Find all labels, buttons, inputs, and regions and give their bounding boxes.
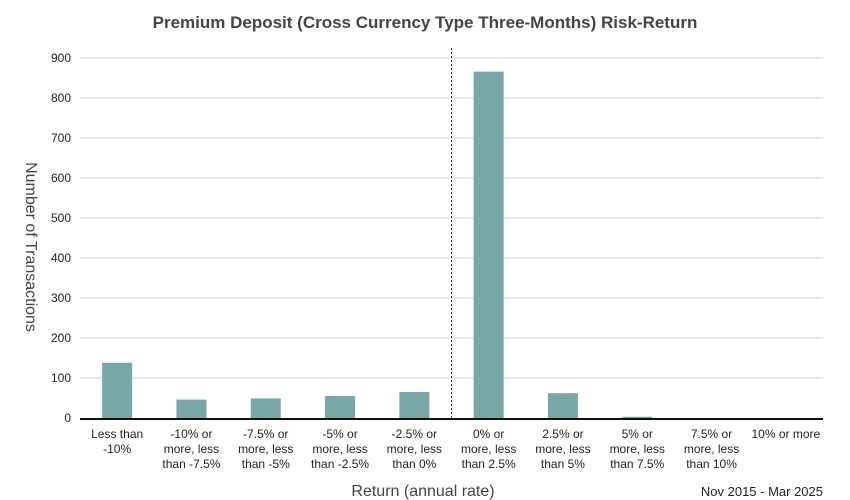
x-axis-label: Return (annual rate) bbox=[351, 483, 494, 500]
y-tick-label: 200 bbox=[51, 331, 71, 345]
x-tick-label: 5% or more, less than 7.5% bbox=[610, 427, 665, 471]
x-tick-label: -2.5% or more, less than 0% bbox=[387, 427, 442, 471]
x-tick-label: Less than -10% bbox=[91, 427, 143, 456]
x-tick-label: -5% or more, less than -2.5% bbox=[311, 427, 369, 471]
x-tick-label: 0% or more, less than 2.5% bbox=[461, 427, 516, 471]
y-tick-label: 300 bbox=[51, 291, 71, 305]
bar bbox=[622, 416, 653, 418]
chart-title: Premium Deposit (Cross Currency Type Thr… bbox=[153, 13, 698, 32]
y-tick-label: 700 bbox=[51, 131, 71, 145]
bar bbox=[325, 396, 356, 418]
bar bbox=[176, 399, 207, 418]
x-tick-label: 7.5% or more, less than 10% bbox=[684, 427, 739, 471]
y-tick-label: 900 bbox=[51, 51, 71, 65]
y-tick-label: 800 bbox=[51, 91, 71, 105]
period-label: Nov 2015 - Mar 2025 bbox=[701, 484, 823, 499]
y-tick-label: 400 bbox=[51, 251, 71, 265]
bar bbox=[547, 393, 578, 418]
x-tick-label: -7.5% or more, less than -5% bbox=[238, 427, 293, 471]
x-tick-label: 10% or more bbox=[751, 427, 820, 441]
y-axis-label: Number of Transactions bbox=[22, 162, 39, 332]
bar bbox=[250, 398, 281, 418]
bars bbox=[102, 71, 653, 418]
x-axis-ticks: Less than -10% -10% or more, less than -7.5%… bbox=[91, 427, 820, 471]
bar bbox=[473, 71, 504, 418]
y-axis-ticks: 0 100 200 300 400 500 600 700 800 900 bbox=[51, 51, 71, 425]
y-tick-label: 600 bbox=[51, 171, 71, 185]
x-tick-label: 2.5% or more, less than 5% bbox=[535, 427, 590, 471]
y-tick-label: 100 bbox=[51, 371, 71, 385]
y-tick-label: 0 bbox=[64, 411, 71, 425]
bar bbox=[102, 362, 133, 418]
bar bbox=[399, 392, 430, 418]
x-tick-label: -10% or more, less than -7.5% bbox=[162, 427, 220, 471]
y-tick-label: 500 bbox=[51, 211, 71, 225]
